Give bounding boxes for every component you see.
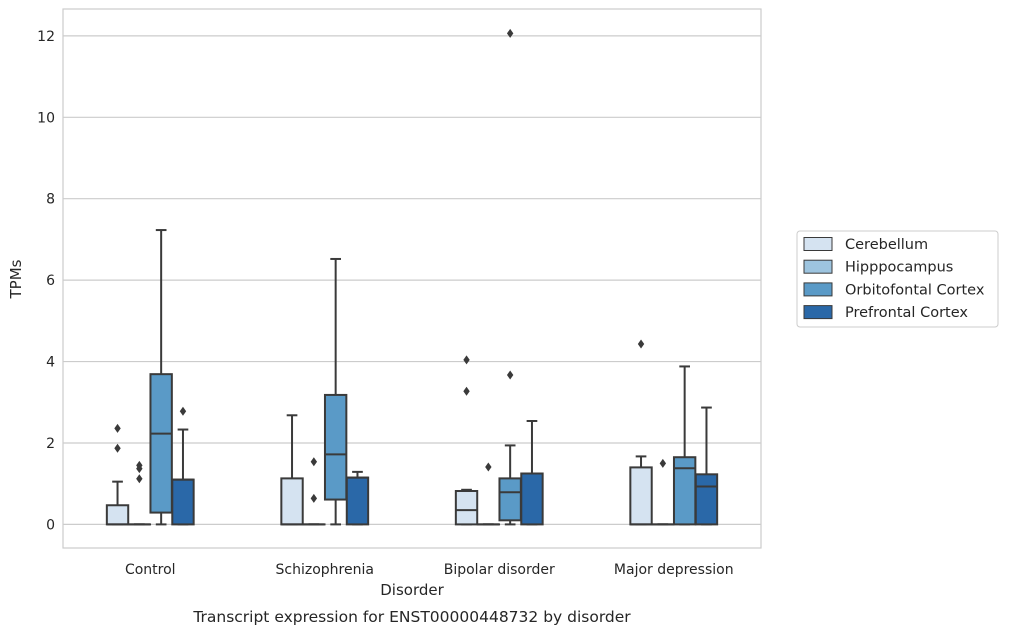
box [478, 462, 499, 524]
x-tick-label: Schizophrenia [276, 562, 374, 578]
legend-label: Prefrontal Cortex [845, 305, 968, 321]
y-tick-label: 12 [37, 29, 55, 45]
legend-swatch [804, 283, 832, 296]
legend: Cerebellum Hipppocampus Orbitofontal Corte… [797, 231, 998, 327]
x-tick-label: Major depression [614, 562, 734, 578]
box-body [325, 395, 346, 500]
x-axis-label: Disorder [380, 581, 444, 599]
box-body [107, 505, 128, 524]
outlier-point [485, 462, 491, 471]
y-tick-label: 4 [46, 355, 55, 371]
box [281, 415, 302, 524]
outlier-point [463, 355, 469, 364]
box [696, 408, 717, 525]
box [172, 407, 193, 525]
box-body [281, 478, 302, 524]
box [456, 355, 477, 524]
x-tick-label: Bipolar disorder [444, 562, 555, 578]
y-tick-labels: 0 2 4 6 8 10 12 [37, 29, 55, 534]
legend-label: Hipppocampus [845, 260, 953, 276]
y-axis-label: TPMs [7, 259, 25, 299]
box [674, 366, 695, 524]
x-tick-label: Control [125, 562, 176, 578]
box [630, 340, 651, 525]
chart-caption: Transcript expression for ENST0000044873… [192, 608, 631, 626]
box-body [499, 478, 520, 520]
box-body [347, 478, 368, 525]
box-body [456, 491, 477, 524]
y-tick-label: 10 [37, 110, 55, 126]
box [303, 457, 324, 524]
y-tick-label: 8 [46, 192, 55, 208]
outlier-point [507, 370, 513, 379]
outlier-point [180, 407, 186, 416]
outlier-point [311, 457, 317, 466]
outlier-point [463, 387, 469, 396]
outlier-point [114, 424, 120, 433]
legend-swatch [804, 238, 832, 251]
box-body [630, 467, 651, 524]
outlier-point [311, 494, 317, 503]
y-tick-label: 0 [46, 517, 55, 533]
box [521, 421, 542, 524]
outlier-point [638, 340, 644, 349]
y-tick-label: 6 [46, 273, 55, 289]
box [499, 29, 520, 524]
outlier-point [114, 444, 120, 453]
box-body [696, 474, 717, 524]
box-plot-area [107, 29, 717, 524]
legend-label: Orbitofontal Cortex [845, 282, 985, 298]
box-body [521, 474, 542, 525]
y-tick-label: 2 [46, 436, 55, 452]
box-body [172, 480, 193, 525]
box [129, 461, 150, 525]
box [652, 459, 673, 525]
outlier-point [507, 29, 513, 38]
outlier-point [660, 459, 666, 468]
box [150, 230, 171, 524]
box [107, 424, 128, 525]
outlier-point [136, 474, 142, 483]
legend-swatch [804, 306, 832, 319]
box [325, 259, 346, 524]
legend-label: Cerebellum [845, 237, 928, 253]
legend-swatch [804, 260, 832, 273]
x-tick-labels: Control Schizophrenia Bipolar disorder Majo… [125, 562, 734, 578]
box-body [150, 374, 171, 512]
box [347, 472, 368, 525]
